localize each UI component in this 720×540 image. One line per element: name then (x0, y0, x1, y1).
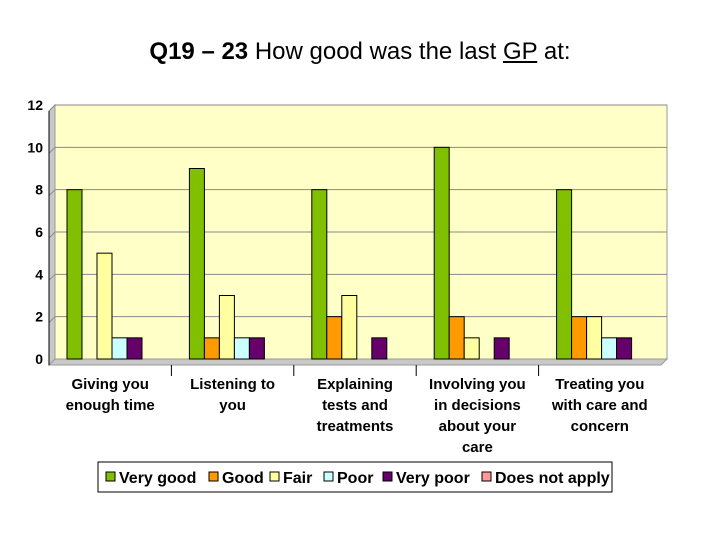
bar (586, 316, 603, 360)
bar (188, 168, 205, 360)
bar (66, 189, 83, 360)
bar (326, 316, 343, 360)
legend-label: Fair (283, 470, 312, 487)
bar (433, 146, 450, 360)
gridline-side (48, 189, 56, 197)
bar (371, 337, 388, 360)
bar (311, 189, 328, 360)
y-tick-label: 12 (27, 97, 43, 113)
title-question-number: Q19 – 23 (149, 38, 249, 65)
x-category-label: Involving you (429, 376, 526, 393)
gridline-side (48, 104, 56, 112)
legend-swatch (481, 471, 492, 482)
bar (233, 337, 250, 360)
gridline-side (48, 231, 56, 239)
title-text: How good was the last (248, 38, 503, 65)
y-tick-label: 10 (27, 139, 43, 155)
legend-label: Very poor (396, 470, 470, 487)
plot-floor (47, 358, 669, 366)
legend-label: Poor (337, 470, 373, 487)
x-category-label: Giving you (71, 376, 149, 393)
x-category-label: about your (439, 418, 517, 435)
gridline-side (48, 146, 56, 154)
bar (493, 337, 510, 360)
x-category-label: concern (571, 418, 629, 435)
bar (571, 316, 588, 360)
x-category-label: Explaining (317, 376, 393, 393)
y-tick-label: 2 (35, 309, 43, 325)
legend-swatch (208, 471, 219, 482)
legend-label: Does not apply (495, 470, 610, 487)
bar (203, 337, 220, 360)
chart-title: Q19 – 23 How good was the last GP at: (0, 38, 720, 66)
legend-box (97, 461, 613, 493)
y-tick-label: 8 (35, 182, 43, 198)
legend-swatch (269, 471, 280, 482)
bar (341, 295, 358, 360)
x-category-label: care (462, 439, 493, 456)
bar (126, 337, 143, 360)
y-tick-label: 4 (35, 266, 43, 282)
x-category-label: enough time (66, 397, 155, 414)
bar (248, 337, 265, 360)
x-category-label: Treating you (555, 376, 644, 393)
x-category-label: treatments (317, 418, 394, 435)
gridline-side (48, 273, 56, 281)
x-category-label: Listening to (190, 376, 275, 393)
bar (96, 252, 113, 360)
legend-swatch (105, 471, 116, 482)
y-tick-label: 6 (35, 224, 43, 240)
bar (556, 189, 573, 360)
y-tick-label: 0 (35, 351, 43, 367)
bar (448, 316, 465, 360)
bar (601, 337, 618, 360)
bar (111, 337, 128, 360)
legend-label: Good (222, 470, 264, 487)
title-end: at: (537, 38, 571, 65)
title-gp: GP (502, 38, 538, 65)
legend-swatch (382, 471, 393, 482)
legend-label: Very good (119, 470, 196, 487)
bar (616, 337, 633, 360)
x-category-label: you (219, 397, 246, 414)
x-category-label: tests and (322, 397, 388, 414)
bar (218, 295, 235, 360)
legend-swatch (323, 471, 334, 482)
x-category-label: with care and (551, 397, 648, 414)
gridline-side (48, 316, 56, 324)
bar (463, 337, 480, 360)
x-category-label: in decisions (434, 397, 521, 414)
